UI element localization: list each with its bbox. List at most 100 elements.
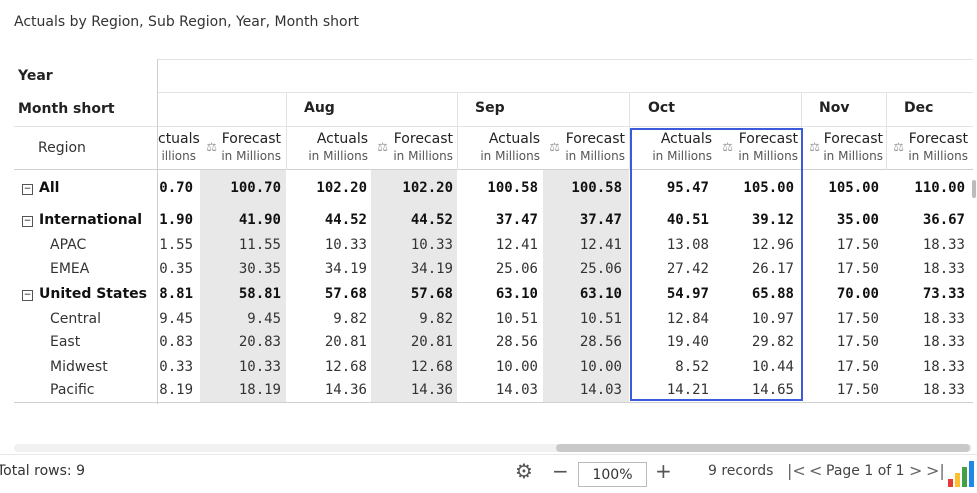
column-header-forecast[interactable]: ⚖ Forecast in Millions bbox=[543, 130, 625, 168]
table-cell: 100.58 bbox=[487, 180, 538, 196]
month-header-dec[interactable]: Dec bbox=[904, 100, 934, 116]
table-cell: 18.33 bbox=[922, 382, 965, 398]
collapse-toggle-icon[interactable]: − bbox=[22, 184, 33, 195]
row-label-midwest: Midwest bbox=[50, 359, 108, 375]
row-label-emea: EMEA bbox=[50, 261, 90, 277]
table-cell: 20.81 bbox=[410, 334, 453, 350]
page-indicator: Page 1 of 1 bbox=[826, 463, 905, 479]
table-cell: 95.47 bbox=[666, 180, 709, 196]
balance-scale-icon: ⚖ bbox=[809, 140, 820, 154]
table-cell: 28.56 bbox=[579, 334, 622, 350]
horizontal-scrollbar-thumb[interactable] bbox=[556, 444, 970, 452]
balance-scale-icon: ⚖ bbox=[377, 140, 388, 154]
column-header-actuals[interactable]: Actuals in Millions bbox=[652, 131, 712, 163]
month-header-oct[interactable]: Oct bbox=[648, 100, 675, 116]
table-cell: 14.65 bbox=[751, 382, 794, 398]
table-cell: 105.00 bbox=[743, 180, 794, 196]
prev-page-icon[interactable]: < bbox=[809, 461, 823, 480]
column-header-forecast[interactable]: ⚖ Forecast in Millions bbox=[371, 130, 453, 168]
table-cell: 58.81 bbox=[238, 286, 281, 302]
vertical-scrollbar-thumb[interactable] bbox=[972, 180, 976, 198]
table-cell: 44.52 bbox=[410, 212, 453, 228]
table-cell: 18.33 bbox=[922, 237, 965, 253]
collapse-toggle-icon[interactable]: − bbox=[22, 216, 33, 227]
column-header-forecast[interactable]: ⚖ Forecast in Millions bbox=[887, 130, 968, 168]
table-cell: 37.47 bbox=[579, 212, 622, 228]
table-cell: 14.36 bbox=[410, 382, 453, 398]
table-cell: 102.20 bbox=[402, 180, 453, 196]
minus-icon[interactable]: − bbox=[552, 459, 569, 483]
table-cell: 110.00 bbox=[914, 180, 965, 196]
table-cell: 10.51 bbox=[495, 311, 538, 327]
records-count: 9 records bbox=[708, 463, 774, 479]
table-cell: 10.33 bbox=[410, 237, 453, 253]
row-label-east: East bbox=[50, 334, 81, 350]
column-header-forecast[interactable]: ⚖ Forecast in Millions bbox=[200, 130, 281, 168]
table-cell: 0.70 bbox=[159, 180, 193, 196]
collapse-toggle-icon[interactable]: − bbox=[22, 290, 33, 301]
table-cell: 1.90 bbox=[159, 212, 193, 228]
column-header-actuals[interactable]: ctuals illions bbox=[158, 131, 200, 163]
table-cell: 39.12 bbox=[751, 212, 794, 228]
balance-scale-icon: ⚖ bbox=[722, 140, 733, 154]
column-header-actuals[interactable]: Actuals in Millions bbox=[480, 131, 540, 163]
table-cell: 11.55 bbox=[238, 237, 281, 253]
total-rows-label: Total rows: 9 bbox=[0, 463, 85, 479]
year-header[interactable]: Year bbox=[18, 68, 53, 84]
table-cell: 10.00 bbox=[579, 359, 622, 375]
bar-chart-logo-icon[interactable] bbox=[948, 461, 974, 487]
month-header-sep[interactable]: Sep bbox=[475, 100, 505, 116]
table-cell: 1.55 bbox=[159, 237, 193, 253]
row-label-all[interactable]: − All bbox=[22, 180, 60, 196]
table-cell: 18.33 bbox=[922, 261, 965, 277]
month-header-nov[interactable]: Nov bbox=[819, 100, 850, 116]
row-label-international[interactable]: − International bbox=[22, 212, 143, 228]
zoom-level[interactable]: 100% bbox=[578, 462, 647, 487]
last-page-icon[interactable]: >| bbox=[926, 461, 945, 480]
table-cell: 14.21 bbox=[666, 382, 709, 398]
year-row-top-border bbox=[157, 59, 973, 60]
table-cell: 10.97 bbox=[751, 311, 794, 327]
next-page-icon[interactable]: > bbox=[909, 461, 923, 480]
month-header-aug[interactable]: Aug bbox=[304, 100, 335, 116]
forecast-column-shade bbox=[200, 170, 286, 402]
row-label-apac: APAC bbox=[50, 237, 87, 253]
month-divider bbox=[886, 92, 887, 170]
table-cell: 34.19 bbox=[410, 261, 453, 277]
report-title: Actuals by Region, Sub Region, Year, Mon… bbox=[14, 14, 359, 30]
plus-icon[interactable]: + bbox=[655, 459, 672, 483]
table-cell: 10.33 bbox=[238, 359, 281, 375]
column-header-forecast[interactable]: ⚖ Forecast in Millions bbox=[803, 130, 883, 168]
table-cell: 18.33 bbox=[922, 359, 965, 375]
table-cell: 73.33 bbox=[922, 286, 965, 302]
month-divider bbox=[629, 92, 630, 170]
row-label-central: Central bbox=[50, 311, 101, 327]
table-cell: 25.06 bbox=[579, 261, 622, 277]
table-cell: 14.03 bbox=[495, 382, 538, 398]
table-cell: 0.33 bbox=[159, 359, 193, 375]
first-page-icon[interactable]: |< bbox=[787, 461, 806, 480]
month-divider bbox=[457, 92, 458, 170]
table-cell: 9.45 bbox=[247, 311, 281, 327]
table-cell: 12.96 bbox=[751, 237, 794, 253]
table-cell: 36.67 bbox=[922, 212, 965, 228]
column-header-forecast[interactable]: ⚖ Forecast in Millions bbox=[716, 130, 798, 168]
table-cell: 12.41 bbox=[579, 237, 622, 253]
table-cell: 25.06 bbox=[495, 261, 538, 277]
table-cell: 65.88 bbox=[751, 286, 794, 302]
table-cell: 8.19 bbox=[159, 382, 193, 398]
table-cell: 100.58 bbox=[571, 180, 622, 196]
table-cell: 10.00 bbox=[495, 359, 538, 375]
horizontal-scrollbar-track[interactable] bbox=[14, 444, 972, 452]
month-short-header[interactable]: Month short bbox=[18, 101, 115, 117]
table-cell: 35.00 bbox=[836, 212, 879, 228]
table-cell: 27.42 bbox=[666, 261, 709, 277]
table-cell: 17.50 bbox=[836, 382, 879, 398]
column-header-actuals[interactable]: Actuals in Millions bbox=[308, 131, 368, 163]
month-row-top-border bbox=[157, 92, 973, 93]
table-cell: 12.68 bbox=[410, 359, 453, 375]
footer-divider bbox=[0, 454, 977, 455]
gear-icon[interactable]: ⚙ bbox=[515, 459, 533, 483]
row-label-united-states[interactable]: − United States bbox=[22, 286, 147, 302]
region-header[interactable]: Region bbox=[38, 140, 86, 156]
